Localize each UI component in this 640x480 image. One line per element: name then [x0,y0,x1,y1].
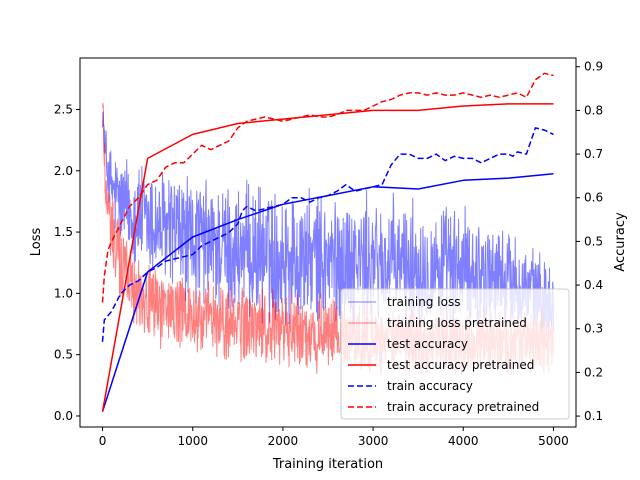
legend-label: test accuracy [387,337,468,351]
x-axis-label: Training iteration [272,457,383,472]
x-tick-label: 1000 [177,434,208,448]
left-y-tick-label: 0.0 [54,409,73,423]
right-y-tick-label: 0.6 [584,191,603,205]
legend-label: training loss [387,295,460,309]
right-y-tick-label: 0.1 [584,409,603,423]
legend-label: training loss pretrained [387,316,527,330]
series-line-1 [102,111,554,332]
plot-frame [79,57,577,428]
legend: training loss training loss pretrained tes… [340,288,570,420]
axes-layer: 0 1000 2000 3000 4000 5000 0.0 0.5 1.0 1.5 2.0 2.5 0… [54,60,603,448]
x-tick-label: 0 [99,434,107,448]
right-y-tick-label: 0.9 [584,60,603,74]
left-y-tick-label: 2.0 [54,164,73,178]
right-y-tick-label: 0.3 [584,322,603,336]
left-y-tick-label: 2.5 [54,102,73,116]
legend-label: test accuracy pretrained [387,358,534,372]
x-tick-label: 2000 [268,434,299,448]
legend-box [340,288,570,420]
x-tick-label: 3000 [358,434,389,448]
right-y-tick-label: 0.4 [584,278,603,292]
series-layer [101,72,554,412]
x-tick-label: 4000 [448,434,479,448]
right-y-tick-label: 0.8 [584,103,603,117]
series-line-4 [101,103,554,412]
x-tick-label: 5000 [538,434,569,448]
left-y-tick-label: 1.0 [54,286,73,300]
left-y-tick-label: 0.5 [54,348,73,362]
right-y-tick-label: 0.5 [584,234,603,248]
right-y-tick-label: 0.2 [584,365,603,379]
legend-label: train accuracy pretrained [387,400,539,414]
left-axis-label: Loss [29,228,44,257]
legend-label: train accuracy [387,379,473,393]
right-y-tick-label: 0.7 [584,147,603,161]
left-y-tick-label: 1.5 [54,225,73,239]
right-axis-label: Accuracy [613,212,628,272]
